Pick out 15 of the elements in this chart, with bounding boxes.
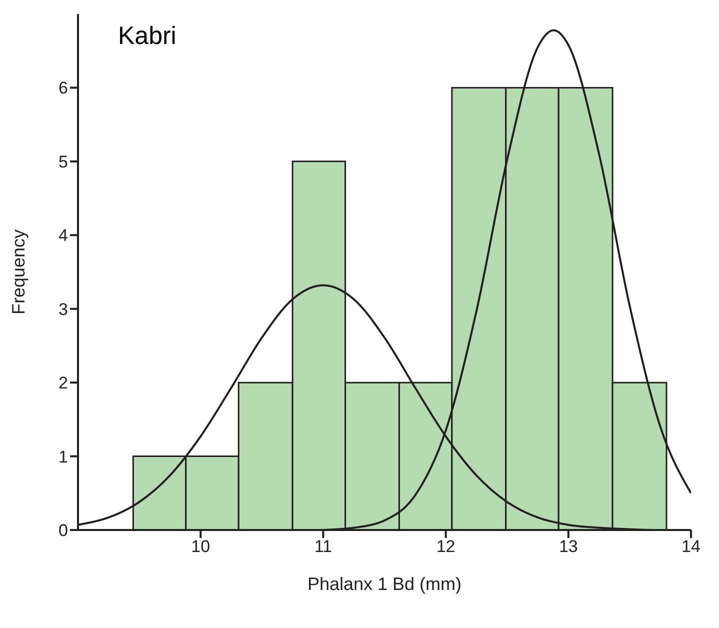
x-axis-title: Phalanx 1 Bd (mm) [307,574,462,594]
chart-title: Kabri [118,22,176,51]
x-tick-label: 11 [314,537,332,556]
y-tick-label: 1 [58,447,68,466]
x-tick-label: 14 [682,537,700,556]
y-tick-label: 3 [58,300,68,319]
y-axis-title: Frequency [8,229,28,315]
x-tick-label: 10 [191,537,210,556]
x-tick-label: 12 [436,537,456,556]
y-tick-label: 5 [58,152,68,172]
x-tick-label: 13 [558,537,578,556]
y-tick-label: 0 [58,521,68,540]
y-tick-label: 4 [58,226,68,246]
y-tick-label: 2 [58,374,68,393]
y-tick-label: 6 [58,78,68,98]
